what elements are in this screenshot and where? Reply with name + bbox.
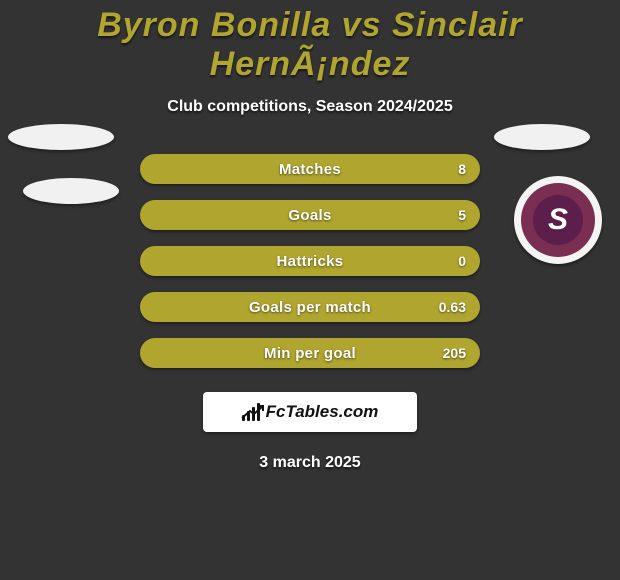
player2-avatar-placeholder (494, 124, 590, 150)
chart-icon (242, 403, 260, 421)
brand-box: FcTables.com (203, 392, 417, 432)
stat-bar-goals-per-match: Goals per match 0.63 (140, 292, 480, 322)
stat-bar-goals: Goals 5 (140, 200, 480, 230)
stat-bar-hattricks: Hattricks 0 (140, 246, 480, 276)
stat-label: Goals per match (249, 299, 371, 316)
comparison-infographic: Byron Bonilla vs Sinclair HernÃ¡ndez Clu… (0, 0, 620, 580)
stat-value: 0.63 (439, 299, 466, 315)
stat-label: Min per goal (264, 345, 356, 362)
brand-text: FcTables.com (266, 402, 379, 422)
player1-avatar-placeholder (8, 124, 114, 150)
stats-list: Matches 8 Goals 5 Hattricks 0 Goals per … (140, 154, 480, 368)
player2-club-crest: S (514, 176, 602, 264)
stat-value: 0 (458, 253, 466, 269)
player1-club-placeholder (23, 178, 119, 204)
stat-label: Goals (288, 207, 331, 224)
stat-value: 5 (458, 207, 466, 223)
stat-value: 205 (443, 345, 466, 361)
subtitle: Club competitions, Season 2024/2025 (0, 98, 620, 116)
stat-label: Hattricks (277, 253, 344, 270)
stat-bar-min-per-goal: Min per goal 205 (140, 338, 480, 368)
crest-letter: S (533, 195, 583, 245)
generated-date: 3 march 2025 (0, 454, 620, 472)
crest-ring: S (521, 183, 595, 257)
page-title: Byron Bonilla vs Sinclair HernÃ¡ndez (0, 0, 620, 84)
stat-value: 8 (458, 161, 466, 177)
stat-label: Matches (279, 161, 341, 178)
stat-bar-matches: Matches 8 (140, 154, 480, 184)
